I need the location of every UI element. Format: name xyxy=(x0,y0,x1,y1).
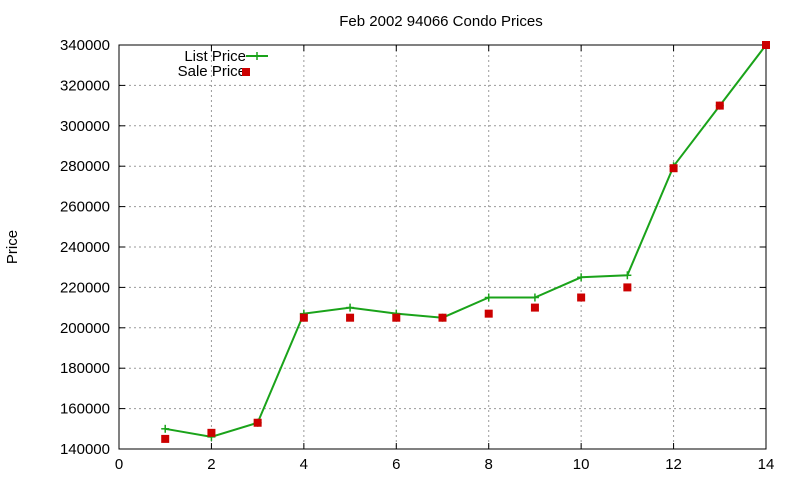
y-tick-label: 200000 xyxy=(60,320,110,337)
y-axis-label: Price xyxy=(4,230,21,264)
data-point-list-price xyxy=(577,273,586,282)
legend-marker-sample xyxy=(253,52,261,60)
data-point-list-price xyxy=(346,303,355,312)
series-sale-price xyxy=(161,41,770,443)
data-point-sale-price xyxy=(530,303,539,312)
legend-entry-list-price: List Price xyxy=(184,48,268,65)
data-point-list-price xyxy=(530,293,539,302)
series-line-list-price xyxy=(165,44,767,438)
x-tick-label: 10 xyxy=(573,456,590,473)
data-point-sale-price xyxy=(253,418,262,427)
series-layer xyxy=(161,41,770,443)
y-tick-label: 240000 xyxy=(60,239,110,256)
x-tick-label: 6 xyxy=(392,456,400,473)
y-tick-label: 220000 xyxy=(60,279,110,296)
x-tick-label: 4 xyxy=(300,456,308,473)
y-tick-label: 140000 xyxy=(60,441,110,458)
data-point-sale-price xyxy=(392,313,401,322)
data-point-list-price xyxy=(161,424,170,433)
y-tick-label: 160000 xyxy=(60,401,110,418)
data-point-list-price xyxy=(484,293,493,302)
x-tick-label: 0 xyxy=(115,456,123,473)
y-tick-label: 280000 xyxy=(60,158,110,175)
data-point-sale-price xyxy=(161,434,170,443)
chart-title: Feb 2002 94066 Condo Prices xyxy=(339,13,542,30)
x-tick-label: 12 xyxy=(665,456,682,473)
y-tick-label: 180000 xyxy=(60,360,110,377)
y-tick-label: 320000 xyxy=(60,77,110,94)
data-point-sale-price xyxy=(438,313,447,322)
y-tick-label: 340000 xyxy=(60,37,110,54)
grid xyxy=(119,45,766,449)
legend-entry-sale-price: Sale Price xyxy=(178,63,250,80)
x-tick-label: 2 xyxy=(207,456,215,473)
data-point-list-price xyxy=(623,271,632,280)
data-point-sale-price xyxy=(762,41,770,49)
legend-marker-sample xyxy=(242,68,250,76)
data-point-sale-price xyxy=(715,101,724,110)
data-point-sale-price xyxy=(669,164,678,173)
axis-ticks: 0 2 4 6 8 10 12 14 140000 160000 180000 200000 22000… xyxy=(60,37,774,473)
data-point-sale-price xyxy=(207,428,216,437)
data-point-sale-price xyxy=(299,313,308,322)
data-point-sale-price xyxy=(623,283,632,292)
data-point-sale-price xyxy=(484,309,493,318)
y-tick-label: 260000 xyxy=(60,199,110,216)
y-tick-label: 300000 xyxy=(60,118,110,135)
legend-label: List Price xyxy=(184,48,246,65)
x-tick-label: 14 xyxy=(758,456,775,473)
legend-label: Sale Price xyxy=(178,63,246,80)
data-point-sale-price xyxy=(577,293,586,302)
x-tick-label: 8 xyxy=(485,456,493,473)
data-point-sale-price xyxy=(346,313,355,322)
